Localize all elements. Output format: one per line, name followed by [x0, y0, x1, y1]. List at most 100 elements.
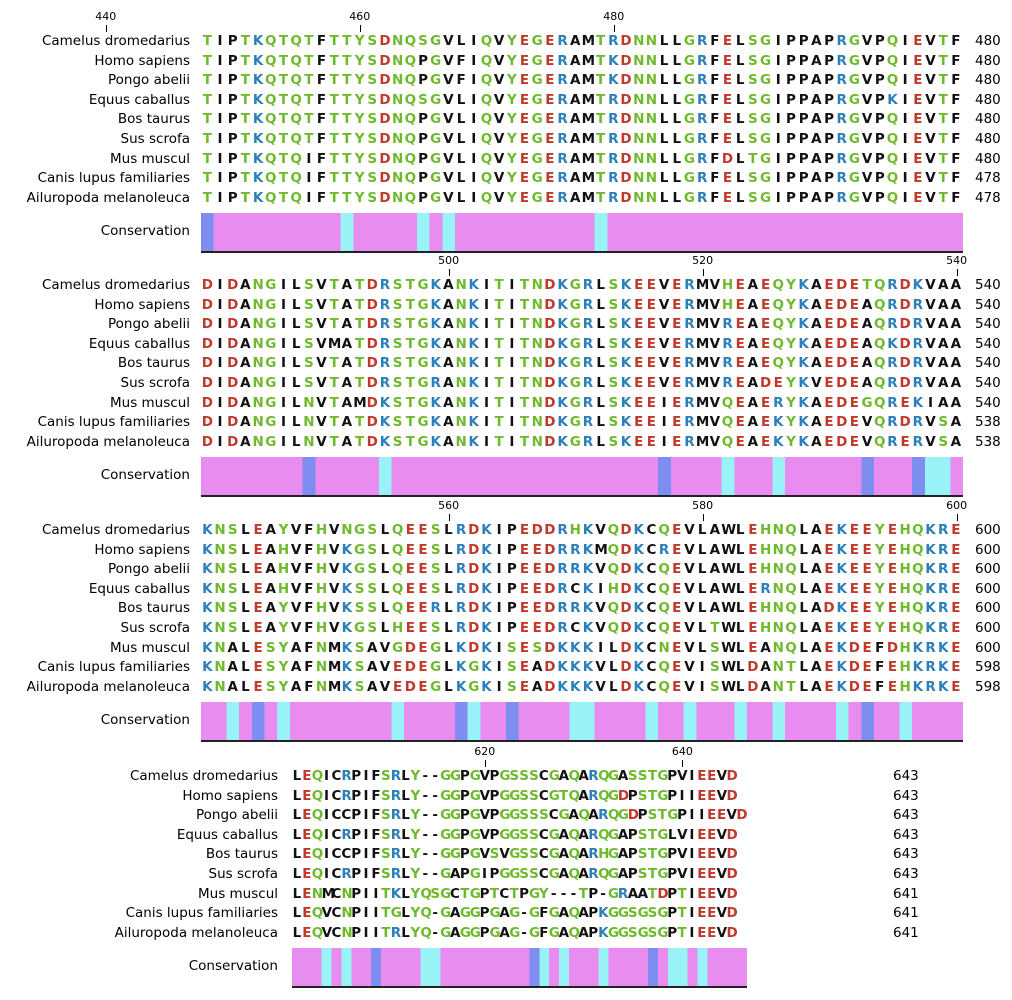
residue: I	[363, 885, 369, 902]
species-name[interactable]: Equus caballus	[176, 826, 278, 843]
sequence-residues[interactable]: T I P T K Q T Q T F T T Y S DNQ P G V F I Q V Y E G E R AMT K DNN L L G R…	[201, 71, 962, 91]
residue: L	[401, 905, 410, 922]
residue: P	[506, 561, 517, 578]
sequence-residues[interactable]: LEQI CRP I FSRLY - - GGPGVPGSSSCGAQARQGASSTGPV…	[292, 767, 738, 787]
species-name[interactable]: Sus scrofa	[120, 131, 190, 147]
species-name[interactable]: Ailuropoda melanoleuca	[26, 433, 190, 450]
species-name[interactable]: Mus muscul	[110, 150, 190, 167]
residue: G	[548, 787, 560, 804]
species-name[interactable]: Bos taurus	[117, 111, 190, 128]
residue: Q	[311, 768, 324, 784]
species-name[interactable]: Pongo abelii	[108, 316, 190, 333]
species-name[interactable]: Camelus dromedarius	[41, 33, 190, 49]
residue: E	[253, 639, 263, 656]
species-name[interactable]: Sus scrofa	[208, 866, 278, 882]
sequence-residues[interactable]: K N S L E A H V F H V K G S L Q E E S L R D K I P E E D R R KMQD K C R E V L…	[201, 541, 962, 561]
sequence-residues[interactable]: T I P T K Q T Q I F T T Y S DNQ P G V L I Q V Y E G E R AMT R DNN L L G R…	[201, 169, 962, 189]
species-name[interactable]: Sus scrofa	[120, 375, 190, 391]
residue: A	[578, 768, 589, 784]
sequence-residues[interactable]: D I D A NG I L S V T A T D R S T G K A N K I T I T ND K G R L S K E E V E RM…	[201, 315, 962, 335]
sequence-residues[interactable]: D I D A NG I L N V T AMD K S T G K A N K I T I T ND K G R L S K E E I E RM…	[201, 394, 962, 414]
sequence-residues[interactable]: T I P T K Q T Q T F T T Y S DNQ P G V F I Q V Y E G E R AMT K DNN L L G R…	[201, 52, 962, 72]
sequence-residues[interactable]: LENMCNP I I TKLYQSGCTGPTCTPGY - - - TP - GRAATDPT…	[292, 885, 738, 905]
sequence-residues[interactable]: LEQVCNP I I TRLYQ- GAGGPGAG- GFGAQAPKGGSGSGPT…	[292, 924, 738, 944]
sequence-residues[interactable]: K N A L E S Y A F NMK S A V G D E G L K D K I S E S D K K K I L D K C N E V L…	[201, 639, 962, 659]
sequence-residues[interactable]: LEQI CRP I FSRLY - - GGPGVPGGSSCGAQARQGAPSTGLV…	[292, 826, 738, 846]
species-name[interactable]: Equus caballus	[88, 91, 190, 108]
species-name[interactable]: Camelus dromedarius	[41, 522, 190, 538]
sequence-residues[interactable]: K N S L E A H V F H V K S S L Q E E S L R D K I P E E D R C K I HD K C Q E V L…	[201, 580, 962, 600]
sequence-residues[interactable]: LEQI CCP I FSRLY - - GGPGVSVGSSCGAQARHGAPSTGPV…	[292, 845, 738, 865]
residue: L	[609, 659, 618, 676]
sequence-residues[interactable]: T I P T K Q T Q T F T T Y S DNQ P G V L I Q V Y E G E R AMT R DNN L L G R…	[201, 130, 962, 150]
tick-mark	[956, 269, 958, 276]
residue: N	[633, 33, 645, 49]
sequence-residues[interactable]: K N S L E A Y V F H V NG S L Q E E S L R D K I P E DD R H K V QD K C Q E V L…	[201, 521, 962, 541]
species-name[interactable]: Canis lupus familiaries	[37, 659, 190, 676]
sequence-residues[interactable]: D I D A NG I L S V T A T D R S T G K A N K I T I T ND K G R L S K E E V E RM…	[201, 276, 962, 296]
species-name[interactable]: Camelus dromedarius	[41, 277, 190, 293]
residue: Q	[721, 433, 734, 450]
sequence-residues[interactable]: T I P T K Q T Q T F T T Y S DNQ S G V L I Q V Y E G E R AMT R DNN L L G R…	[201, 91, 962, 111]
species-name[interactable]: Canis lupus familiaries	[37, 414, 190, 431]
residue: Q	[772, 335, 785, 352]
species-name[interactable]: Bos taurus	[205, 846, 278, 863]
sequence-residues[interactable]: D I D A NG I L S V T A T D R S T G K A N K I T I T ND K G R L S K E E V E RM…	[201, 354, 962, 374]
residue: Q	[265, 91, 277, 108]
species-name[interactable]: Homo sapiens	[182, 787, 278, 804]
sequence-residues[interactable]: T I P T K Q T Q I F T T Y S DNQ P G V L I Q V Y E G E R AMT R DNN L L G R…	[201, 189, 962, 209]
residue: E	[519, 189, 530, 206]
sequence-residues[interactable]: LEQI CRP I FSRLY - - GAPGI PGGSSCGAQARQGAPSTGPV…	[292, 865, 738, 885]
species-name[interactable]: Mus muscul	[110, 639, 190, 656]
species-name[interactable]: Homo sapiens	[94, 52, 190, 69]
residue: G	[531, 111, 543, 128]
residue: S	[380, 768, 391, 784]
species-name[interactable]: Mus muscul	[110, 394, 190, 411]
species-name[interactable]: Ailuropoda melanoleuca	[26, 189, 190, 206]
species-name[interactable]: Bos taurus	[117, 355, 190, 372]
residue: P	[227, 91, 238, 108]
species-name[interactable]: Pongo abelii	[196, 807, 278, 824]
sequence-residues[interactable]: LEQI CRP I FSRLY - - GGPGVPGGSSCGTQARQGDPSTGP I…	[292, 787, 738, 807]
sequence-residues[interactable]: K N S L E A Y V F H V K S S L Q E E R L R D K I P E E D R R K V QD K C Q E V L…	[201, 599, 962, 619]
species-name[interactable]: Canis lupus familiaries	[125, 905, 278, 922]
sequence-residues[interactable]: K N S L E A H V F H V K G S L Q E E S L R D K I P E E D R R K V QD K C Q E V L…	[201, 560, 962, 580]
species-name[interactable]: Pongo abelii	[108, 72, 190, 89]
species-name[interactable]: Homo sapiens	[94, 296, 190, 313]
sequence-residues[interactable]: T I P T K Q T Q T F T T Y S DNQ S G V L I Q V Y E G E R AMT R DNN L L G R…	[201, 32, 962, 52]
species-name[interactable]: Bos taurus	[117, 600, 190, 617]
sequence-residues[interactable]: K N A L E S Y A F NMK S A V E D E G L K G K I S E A D K K K V L D K C Q E V I…	[201, 678, 962, 698]
species-name[interactable]: Ailuropoda melanoleuca	[26, 678, 190, 695]
residue: Q	[598, 787, 610, 804]
species-name[interactable]: Camelus dromedarius	[129, 768, 278, 784]
residue: A	[811, 277, 822, 293]
sequence-residues[interactable]: D I D A NG I L N V T A T D K S T G K A N K I T I T ND K G R L S K E E I E RM…	[201, 413, 962, 433]
sequence-residues[interactable]: K N A L E S Y A F NMK S A V E D E G L K G K I S E A D K K K V L D K C Q E V I…	[201, 658, 962, 678]
residue: R	[836, 52, 847, 69]
species-name[interactable]: Sus scrofa	[120, 620, 190, 636]
species-name[interactable]: Canis lupus familiaries	[37, 170, 190, 187]
species-name[interactable]: Equus caballus	[88, 580, 190, 597]
sequence-residues[interactable]: D I D A NG I L S VMA T D R S T G K A N K I T I T ND K G R L S K E E V E RM…	[201, 335, 962, 355]
species-name[interactable]: Homo sapiens	[94, 541, 190, 558]
residue: S	[380, 787, 391, 804]
residue: F	[304, 580, 314, 597]
sequence-residues[interactable]: LEQI CCP I FSRLY - - GGPGVPGGSSSCGAQARQGDPSTGP…	[292, 806, 748, 826]
sequence-residues[interactable]: T I P T K Q T Q I F T T Y S DNQ P G V L I Q V Y E G E R AMT R DNN L L G R…	[201, 150, 962, 170]
species-name[interactable]: Pongo abelii	[108, 561, 190, 578]
species-name[interactable]: Ailuropoda melanoleuca	[114, 924, 278, 941]
sequence-residues[interactable]: D I D A NG I L S V T A T D R S T G R A N K I T I T ND K G R L S K E E V E RM…	[201, 374, 962, 394]
sequence-residues[interactable]: K N S L E A Y V F H V K G S L H E E S L R D K I P E E D R C K V QD K C Q E V L…	[201, 619, 962, 639]
residue: V	[684, 561, 695, 578]
sequence-residues[interactable]: D I D A NG I L N V T A T D K S T G K A N K I T I T ND K G R L S K E E I E RM…	[201, 433, 962, 453]
residue: E	[862, 678, 872, 695]
species-name[interactable]: Equus caballus	[88, 335, 190, 352]
species-name[interactable]: Mus muscul	[198, 885, 278, 902]
residue: K	[582, 561, 594, 578]
sequence-residues[interactable]: D I D A NG I L S V T A T D R S T G K A N K I T I T ND K G R L S K E E V E RM…	[201, 296, 962, 316]
sequence-residues[interactable]: T I P T K Q T Q T F T T Y S DNQ P G V L I Q V Y E G E R AMT R DNN L L G R…	[201, 110, 962, 130]
sequence-residues[interactable]: LEQVCNP I I TGLYQ- GAGGPGAG- GFGAQAPKGGSGSGPT…	[292, 904, 738, 924]
residue: L	[380, 580, 390, 597]
residue: E	[707, 924, 717, 941]
residue: K	[582, 580, 594, 597]
